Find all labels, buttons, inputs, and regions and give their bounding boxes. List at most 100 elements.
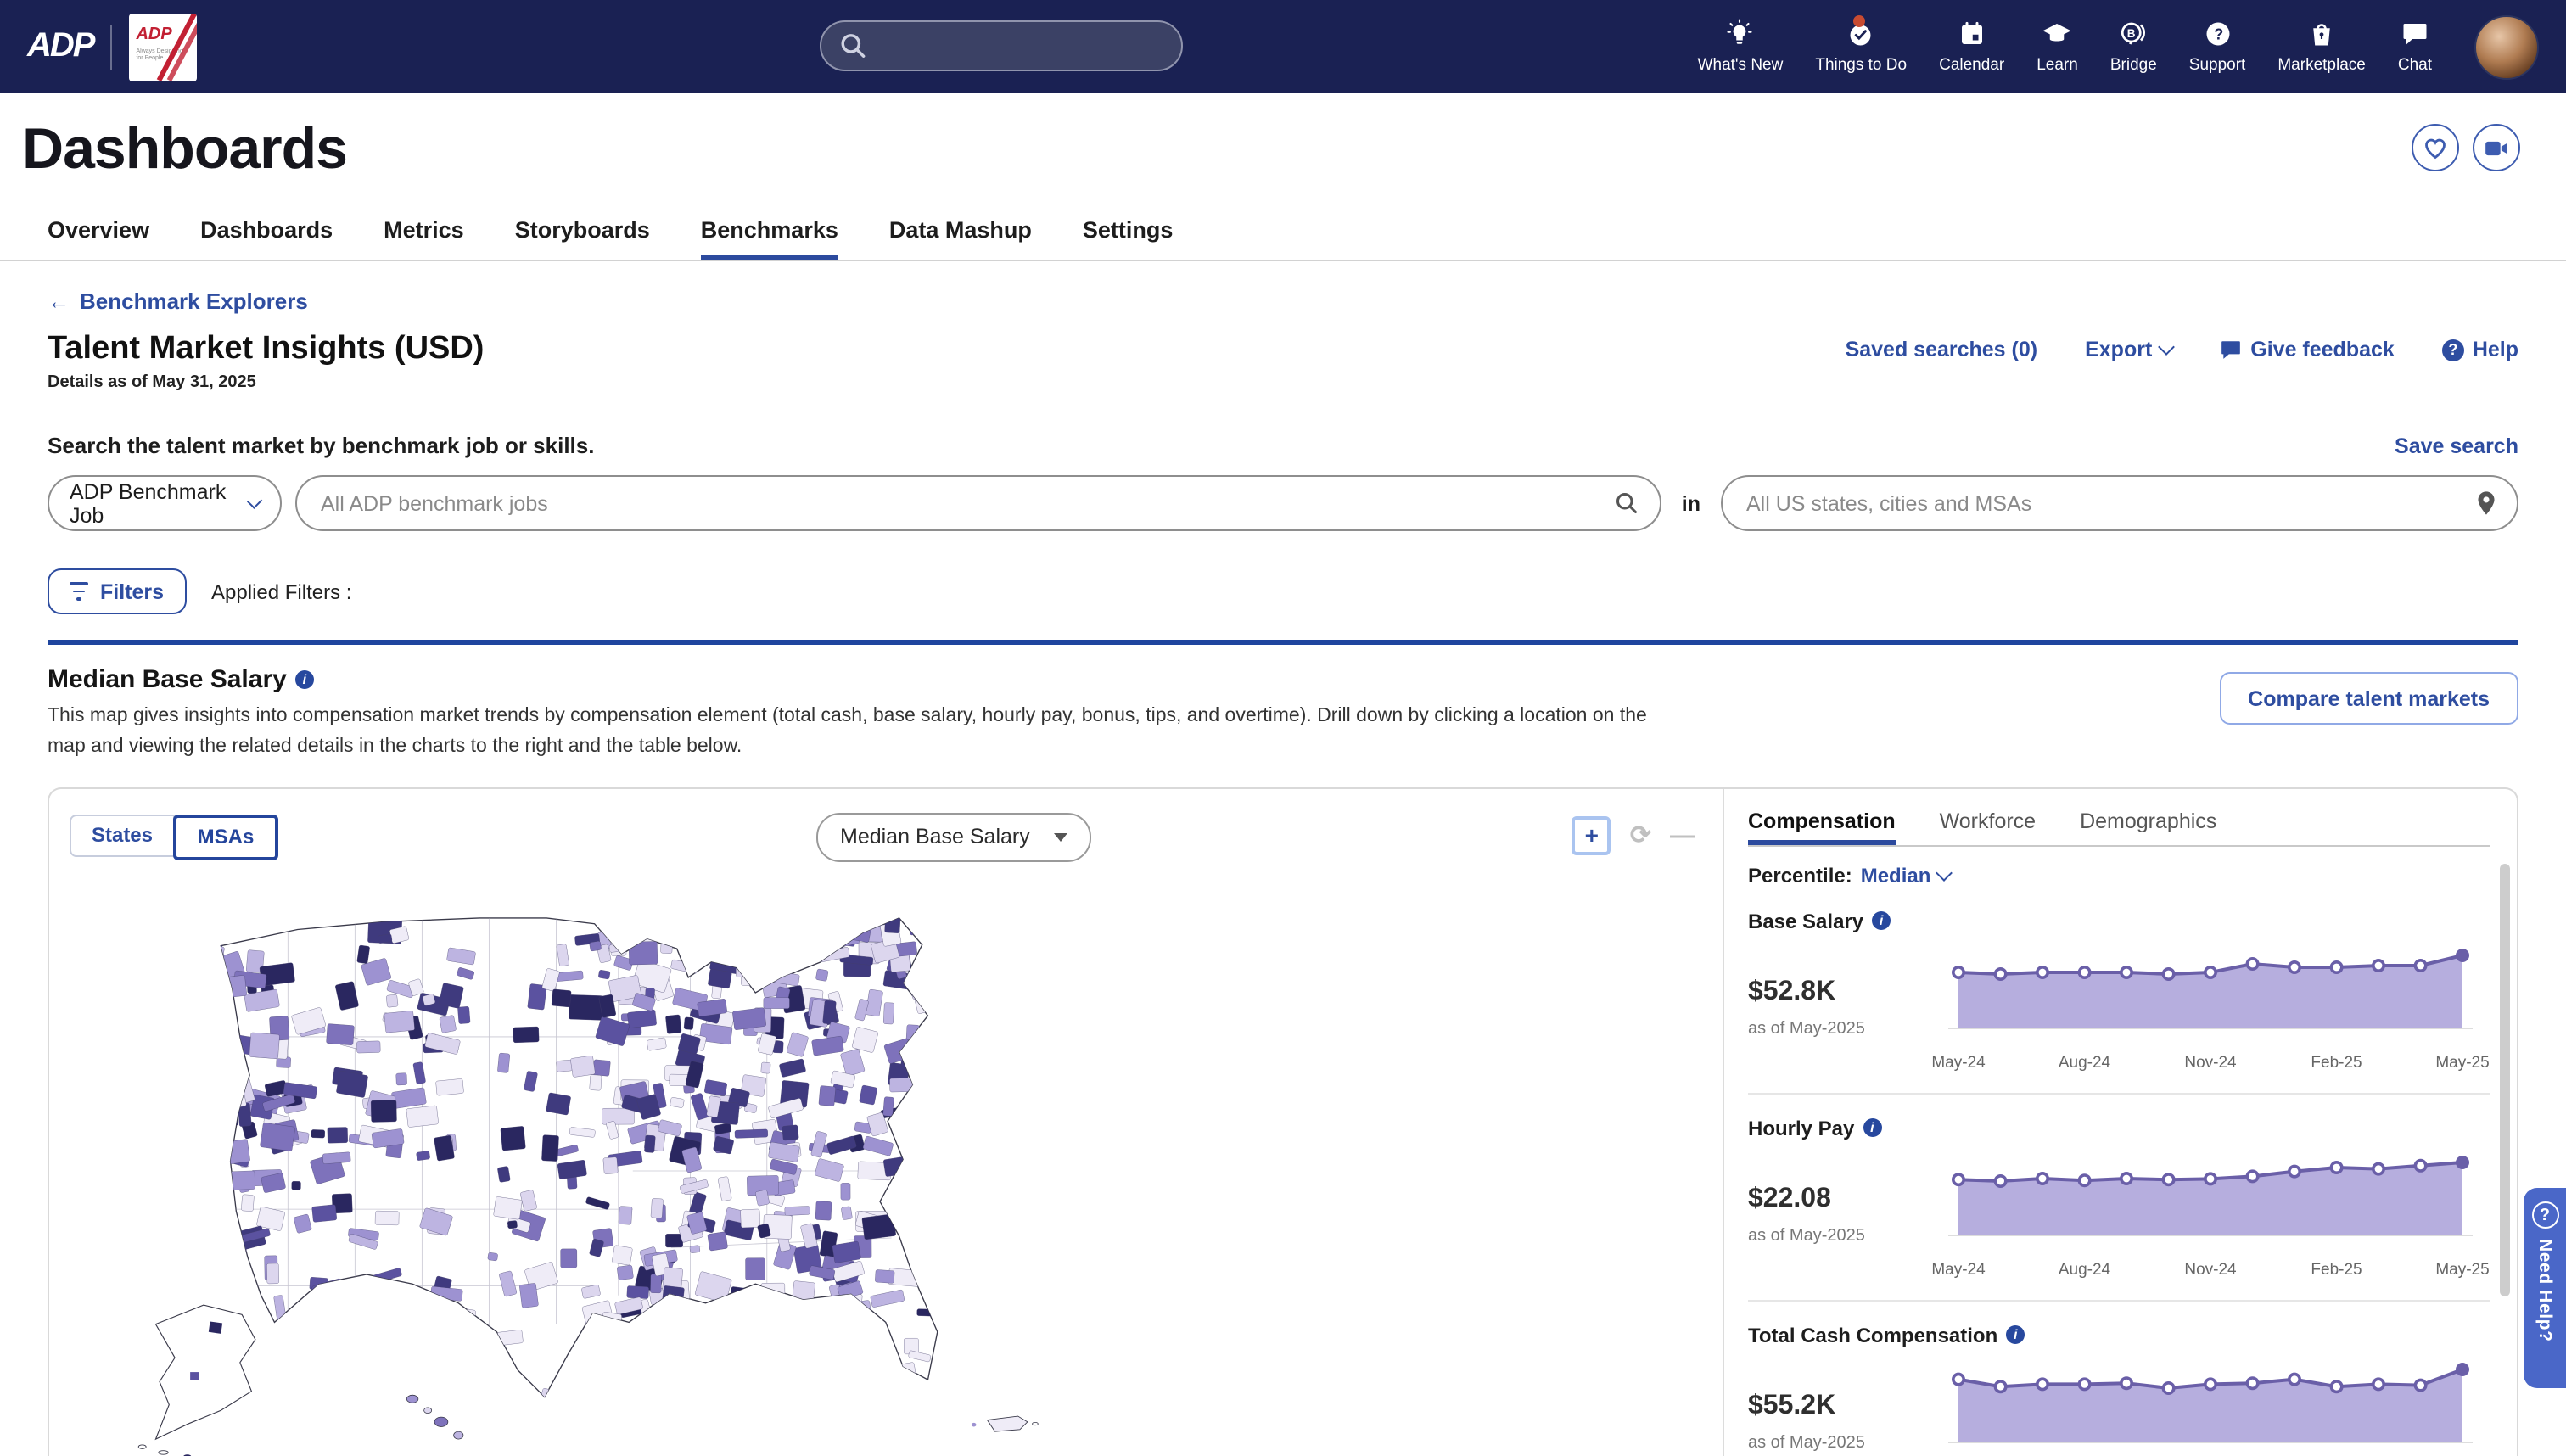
help-link[interactable]: ? Help bbox=[2441, 338, 2518, 361]
hourly-pay-sparkline[interactable]: May-24 Aug-24 Nov-24 Feb-25 May-25 bbox=[1931, 1146, 2490, 1280]
top-nav: ADP ADP Always Designing for People bbox=[0, 0, 2566, 93]
favorite-button[interactable] bbox=[2412, 124, 2459, 171]
nav-support[interactable]: ? Support bbox=[2189, 19, 2245, 75]
lightbulb-icon bbox=[1728, 19, 1753, 44]
report-subtitle: Details as of May 31, 2025 bbox=[48, 373, 256, 392]
metric-divider bbox=[1748, 1299, 2490, 1302]
map-metric-dropdown[interactable]: Median Base Salary bbox=[816, 812, 1091, 862]
applied-filters-label: Applied Filters : bbox=[211, 580, 352, 603]
info-icon[interactable]: i bbox=[1872, 911, 1891, 931]
metric-value: $55.2K bbox=[1748, 1391, 1836, 1420]
page-title: Dashboards bbox=[22, 117, 348, 182]
tab-data-mashup[interactable]: Data Mashup bbox=[888, 217, 1032, 243]
nav-utility-items: What's New Things to Do Calendar bbox=[1698, 14, 2539, 79]
tab-metrics[interactable]: Metrics bbox=[384, 217, 464, 243]
zoom-out-button[interactable]: — bbox=[1670, 820, 1695, 850]
nav-marketplace[interactable]: Marketplace bbox=[2277, 19, 2366, 75]
tab-compensation[interactable]: Compensation bbox=[1748, 809, 1896, 844]
job-search-field[interactable] bbox=[295, 475, 1661, 531]
nav-whats-new[interactable]: What's New bbox=[1698, 19, 1783, 75]
percentile-dropdown[interactable]: Median bbox=[1861, 863, 1953, 887]
job-type-select[interactable]: ADP Benchmark Job bbox=[48, 475, 282, 531]
metric-value: $22.08 bbox=[1748, 1184, 1831, 1213]
x-tick-label: Aug-24 bbox=[2058, 1053, 2111, 1072]
toggle-msas[interactable]: MSAs bbox=[173, 814, 278, 860]
tab-workforce[interactable]: Workforce bbox=[1939, 809, 2037, 833]
tab-benchmarks[interactable]: Benchmarks bbox=[701, 217, 838, 260]
job-search-input[interactable] bbox=[317, 490, 1614, 517]
global-search-input[interactable] bbox=[877, 32, 1164, 59]
chat-bubble-icon bbox=[2403, 24, 2427, 45]
client-logo: ADP Always Designing for People bbox=[129, 13, 198, 81]
nav-calendar[interactable]: Calendar bbox=[1939, 19, 2004, 75]
x-tick-label: May-24 bbox=[1931, 1260, 1986, 1280]
us-choropleth-map[interactable] bbox=[66, 873, 1084, 1456]
in-label: in bbox=[1681, 491, 1700, 515]
section-divider bbox=[48, 640, 2518, 645]
bridge-icon: B bbox=[2121, 22, 2146, 45]
give-feedback-link[interactable]: Give feedback bbox=[2220, 338, 2395, 361]
info-icon[interactable]: i bbox=[294, 670, 314, 689]
logo-divider bbox=[110, 25, 113, 69]
x-tick-label: Nov-24 bbox=[2184, 1260, 2237, 1280]
map-zone: States MSAs Median Base Salary + ⟳ — bbox=[49, 788, 1723, 1456]
map-section-title: Median Base Salary i bbox=[48, 665, 1660, 694]
search-prompt: Search the talent market by benchmark jo… bbox=[48, 433, 595, 458]
tab-overview[interactable]: Overview bbox=[48, 217, 150, 243]
metric-base-salary: Base Salary i $52.8K as of May-2025 May-… bbox=[1748, 909, 2490, 1072]
saved-searches-link[interactable]: Saved searches (0) bbox=[1845, 338, 2038, 361]
x-tick-label: May-24 bbox=[1931, 1053, 1986, 1072]
graduation-cap-icon bbox=[2043, 24, 2072, 42]
back-to-benchmark-explorers[interactable]: ← Benchmark Explorers bbox=[48, 288, 308, 314]
tab-demographics[interactable]: Demographics bbox=[2080, 809, 2217, 833]
panel-tabs: Compensation Workforce Demographics bbox=[1748, 809, 2490, 847]
section-tabs: Overview Dashboards Metrics Storyboards … bbox=[0, 217, 2566, 261]
adp-logo[interactable]: ADP bbox=[27, 27, 95, 64]
location-search-field[interactable] bbox=[1721, 475, 2518, 531]
export-dropdown[interactable]: Export bbox=[2085, 338, 2176, 361]
tab-settings[interactable]: Settings bbox=[1082, 217, 1174, 243]
tab-dashboards[interactable]: Dashboards bbox=[200, 217, 333, 243]
question-icon: ? bbox=[2531, 1201, 2558, 1229]
filter-icon bbox=[70, 582, 88, 601]
calendar-icon bbox=[1961, 21, 1982, 44]
check-circle-icon bbox=[1849, 25, 1870, 46]
zoom-in-button[interactable]: + bbox=[1572, 815, 1611, 855]
need-help-tab[interactable]: ? Need Help? bbox=[2524, 1188, 2566, 1388]
base-salary-sparkline[interactable]: May-24 Aug-24 Nov-24 Feb-25 May-25 bbox=[1931, 939, 2490, 1072]
metric-divider bbox=[1748, 1092, 2490, 1095]
nav-chat[interactable]: Chat bbox=[2398, 19, 2432, 75]
notification-badge bbox=[1852, 15, 1865, 27]
nav-learn[interactable]: Learn bbox=[2037, 19, 2078, 75]
heart-icon bbox=[2425, 137, 2446, 159]
compare-talent-markets-button[interactable]: Compare talent markets bbox=[2219, 672, 2518, 725]
percentile-label: Percentile: bbox=[1748, 863, 1852, 888]
location-pin-icon bbox=[2478, 491, 2495, 515]
location-search-input[interactable] bbox=[1743, 490, 2476, 517]
x-tick-label: Aug-24 bbox=[2058, 1260, 2111, 1280]
reset-map-button[interactable]: ⟳ bbox=[1629, 820, 1651, 850]
metric-as-of: as of May-2025 bbox=[1748, 1019, 1865, 1039]
nav-bridge[interactable]: B Bridge bbox=[2110, 19, 2157, 75]
help-icon: ? bbox=[2441, 339, 2464, 361]
user-avatar[interactable] bbox=[2474, 14, 2539, 79]
video-button[interactable] bbox=[2473, 124, 2520, 171]
svg-text:?: ? bbox=[2213, 25, 2222, 42]
metric-value: $52.8K bbox=[1748, 977, 1836, 1006]
feedback-bubble-icon bbox=[2221, 341, 2241, 359]
toggle-states[interactable]: States bbox=[70, 814, 175, 857]
global-search[interactable] bbox=[820, 20, 1183, 71]
insights-panel: Compensation Workforce Demographics Perc… bbox=[1724, 788, 2517, 1456]
filters-button[interactable]: Filters bbox=[48, 568, 187, 614]
geo-toggle: States MSAs bbox=[70, 814, 278, 860]
info-icon[interactable]: i bbox=[2006, 1325, 2025, 1345]
nav-things-to-do[interactable]: Things to Do bbox=[1815, 15, 1907, 75]
video-camera-icon bbox=[2485, 140, 2507, 155]
x-tick-label: Nov-24 bbox=[2184, 1053, 2237, 1072]
info-icon[interactable]: i bbox=[1863, 1118, 1882, 1138]
save-search-link[interactable]: Save search bbox=[2395, 434, 2518, 457]
report-actions: Saved searches (0) Export Give feedback … bbox=[1846, 338, 2518, 361]
panel-scrollbar[interactable] bbox=[2500, 863, 2510, 1296]
tab-storyboards[interactable]: Storyboards bbox=[514, 217, 650, 243]
